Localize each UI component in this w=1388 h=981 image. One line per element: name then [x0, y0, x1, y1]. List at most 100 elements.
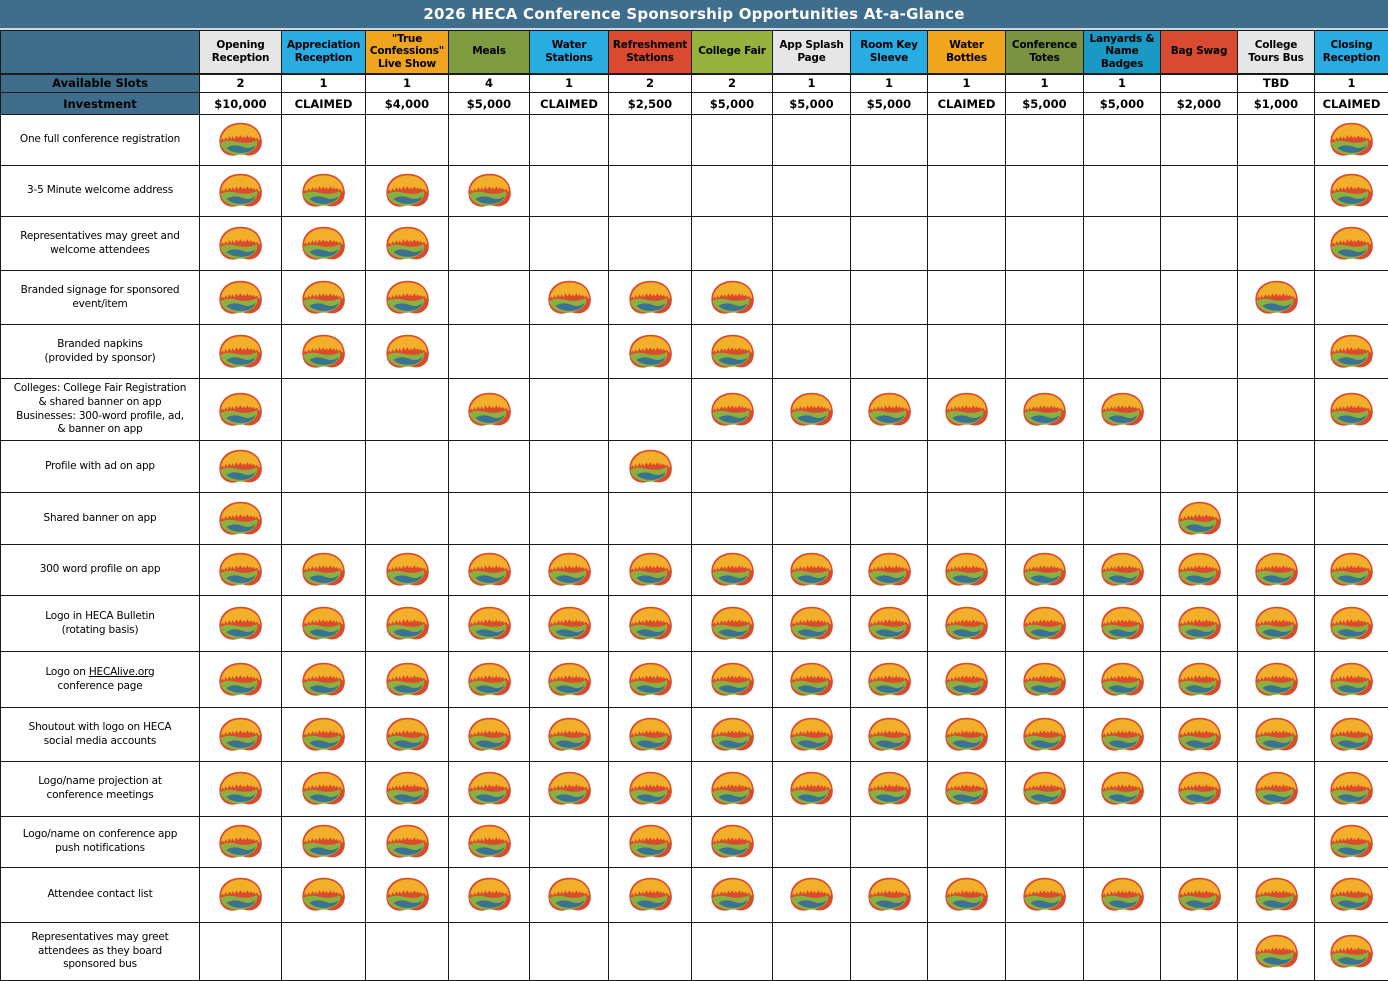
benefit-included-cell — [608, 440, 692, 493]
page-title: 2026 HECA Conference Sponsorship Opportu… — [0, 0, 1388, 30]
heca-logo-icon — [466, 771, 513, 807]
benefit-row: Representatives may greet attendees as th… — [0, 922, 1388, 981]
heca-logo-icon — [217, 877, 264, 913]
heca-logo-icon — [1176, 501, 1223, 537]
benefit-included-cell — [281, 867, 366, 923]
benefit-included-cell — [199, 595, 282, 652]
benefit-empty-cell — [772, 216, 851, 271]
benefit-row: Shared banner on app — [0, 492, 1388, 545]
heca-logo-icon — [788, 392, 835, 428]
benefit-row: Shoutout with logo on HECA social media a… — [0, 707, 1388, 762]
heca-logo-icon — [1021, 877, 1068, 913]
heca-logo-icon — [866, 877, 913, 913]
column-header: Water Stations — [529, 30, 609, 75]
heca-logo-icon — [384, 606, 431, 642]
investment-value: $2,500 — [608, 92, 692, 115]
benefit-included-cell — [529, 867, 609, 923]
heca-logo-icon — [384, 877, 431, 913]
heca-logo-icon — [1328, 606, 1375, 642]
benefit-included-cell — [608, 707, 692, 762]
benefit-included-cell — [772, 378, 851, 441]
benefit-empty-cell — [1160, 216, 1238, 271]
benefit-included-cell — [281, 707, 366, 762]
investment-value: CLAIMED — [1314, 92, 1388, 115]
benefit-row: Representatives may greet and welcome att… — [0, 216, 1388, 271]
benefit-included-cell — [691, 378, 773, 441]
heca-logo-icon — [217, 449, 264, 485]
benefit-included-cell — [1237, 595, 1315, 652]
benefit-empty-cell — [1160, 440, 1238, 493]
benefit-empty-cell — [772, 165, 851, 217]
benefit-empty-cell — [850, 922, 928, 981]
heca-logo-icon — [1253, 877, 1300, 913]
slots-value: 1 — [1314, 73, 1388, 93]
benefit-included-cell — [1237, 270, 1315, 325]
benefit-included-cell — [691, 707, 773, 762]
slots-value: 2 — [199, 73, 282, 93]
heca-logo-icon — [1099, 552, 1146, 588]
benefit-empty-cell — [1005, 922, 1084, 981]
benefit-empty-cell — [1160, 114, 1238, 166]
heca-logo-icon — [1328, 392, 1375, 428]
benefit-label: Logo on HECAlive.org conference page — [0, 651, 200, 708]
benefit-empty-cell — [448, 922, 530, 981]
benefit-empty-cell — [850, 492, 928, 545]
benefit-empty-cell — [1083, 165, 1161, 217]
benefit-empty-cell — [1005, 324, 1084, 379]
benefit-included-cell — [281, 816, 366, 868]
heca-logo-icon — [709, 280, 756, 316]
heca-logo-icon — [546, 771, 593, 807]
benefit-included-cell — [281, 165, 366, 217]
benefit-included-cell — [1314, 544, 1388, 596]
heca-logo-icon — [1328, 717, 1375, 753]
heca-logo-icon — [217, 122, 264, 158]
benefit-empty-cell — [1237, 165, 1315, 217]
benefit-label: Logo in HECA Bulletin (rotating basis) — [0, 595, 200, 652]
benefit-included-cell — [365, 544, 449, 596]
benefit-empty-cell — [1160, 324, 1238, 379]
benefit-included-cell — [1083, 867, 1161, 923]
benefit-empty-cell — [1237, 114, 1315, 166]
benefit-included-cell — [927, 544, 1006, 596]
heca-logo-icon — [1328, 334, 1375, 370]
heca-logo-icon — [217, 226, 264, 262]
benefit-included-cell — [927, 867, 1006, 923]
heca-logo-icon — [627, 824, 674, 860]
benefit-empty-cell — [927, 922, 1006, 981]
heca-logo-icon — [384, 771, 431, 807]
benefit-included-cell — [772, 651, 851, 708]
column-header: Water Bottles — [927, 30, 1006, 75]
heca-logo-icon — [943, 606, 990, 642]
benefit-included-cell — [199, 761, 282, 817]
benefit-included-cell — [199, 324, 282, 379]
benefit-included-cell — [691, 270, 773, 325]
heca-logo-icon — [1328, 122, 1375, 158]
heca-logo-icon — [627, 334, 674, 370]
heca-logo-icon — [788, 717, 835, 753]
benefit-included-cell — [281, 544, 366, 596]
benefit-included-cell — [365, 270, 449, 325]
heca-logo-icon — [466, 552, 513, 588]
benefit-included-cell — [1237, 544, 1315, 596]
benefit-included-cell — [850, 761, 928, 817]
benefit-included-cell — [1314, 707, 1388, 762]
benefit-included-cell — [1005, 707, 1084, 762]
benefit-included-cell — [850, 378, 928, 441]
benefit-included-cell — [1314, 761, 1388, 817]
benefit-included-cell — [927, 761, 1006, 817]
heca-logo-icon — [866, 717, 913, 753]
benefit-included-cell — [448, 867, 530, 923]
heca-logo-icon — [1176, 606, 1223, 642]
benefit-empty-cell — [772, 440, 851, 493]
heca-logo-icon — [217, 606, 264, 642]
benefit-empty-cell — [927, 816, 1006, 868]
heca-logo-icon — [1328, 934, 1375, 970]
benefit-label: Representatives may greet and welcome att… — [0, 216, 200, 271]
benefit-included-cell — [1005, 595, 1084, 652]
heca-logo-icon — [1253, 771, 1300, 807]
investment-value: $2,000 — [1160, 92, 1238, 115]
hecalive-org-link[interactable]: HECAlive.org — [88, 665, 155, 678]
benefit-empty-cell — [448, 440, 530, 493]
benefit-included-cell — [199, 707, 282, 762]
column-header: College Tours Bus — [1237, 30, 1315, 75]
